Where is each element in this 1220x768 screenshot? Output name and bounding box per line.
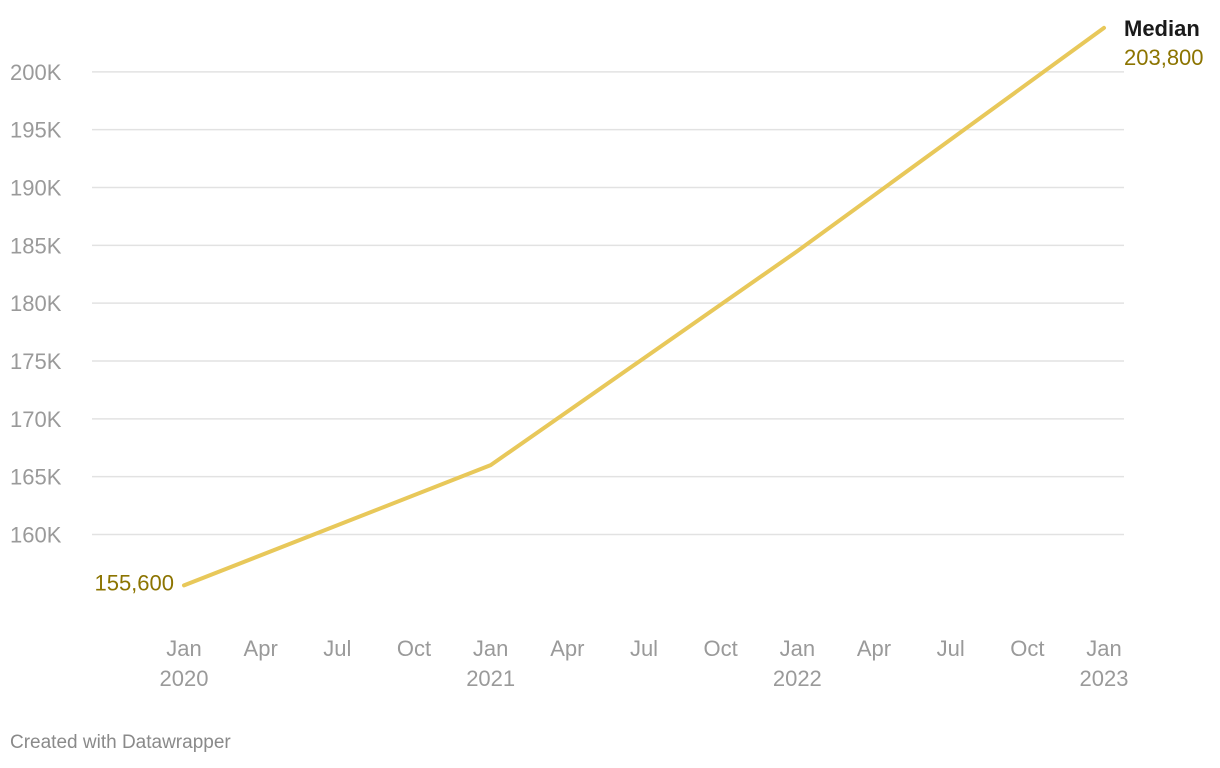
series-name-label: Median	[1124, 16, 1200, 41]
x-tick-label: Jul	[937, 636, 965, 661]
x-tick-label: Jan	[1086, 636, 1121, 661]
x-tick-year-label: 2022	[773, 666, 822, 691]
footer-credit: Created with Datawrapper	[10, 732, 231, 753]
y-tick-label: 190K	[10, 176, 62, 201]
y-tick-label: 180K	[10, 291, 62, 316]
start-value-label: 155,600	[94, 570, 174, 595]
x-tick-label: Jan	[166, 636, 201, 661]
x-tick-label: Apr	[550, 636, 584, 661]
y-tick-label: 165K	[10, 465, 62, 490]
x-tick-label: Oct	[1010, 636, 1044, 661]
x-tick-label: Apr	[244, 636, 278, 661]
x-tick-label: Jul	[630, 636, 658, 661]
x-axis: Jan 2020 Apr Jul Oct Jan 2021 Apr Jul Oct Jan 2022 A…	[160, 636, 1129, 691]
x-tick-year-label: 2020	[160, 666, 209, 691]
x-tick-label: Apr	[857, 636, 891, 661]
x-tick-label: Oct	[397, 636, 431, 661]
x-tick-label: Jan	[473, 636, 508, 661]
end-value-label: 203,800	[1124, 45, 1204, 70]
y-tick-label: 195K	[10, 118, 62, 143]
y-gridlines	[92, 71, 1124, 536]
x-tick-year-label: 2023	[1080, 666, 1129, 691]
x-tick-label: Jul	[323, 636, 351, 661]
x-tick-label: Jan	[780, 636, 815, 661]
x-tick-label: Oct	[704, 636, 738, 661]
y-tick-label: 160K	[10, 523, 62, 548]
x-tick-year-label: 2021	[466, 666, 515, 691]
y-tick-label: 200K	[10, 60, 62, 85]
series-layer	[182, 25, 1106, 588]
y-axis: 160K 165K 170K 175K 180K 185K 190K 195K 200K	[10, 60, 62, 548]
y-tick-label: 170K	[10, 407, 62, 432]
series-line-median	[182, 25, 1106, 588]
y-tick-label: 185K	[10, 233, 62, 258]
series-labels: 155,600 Median 203,800	[94, 16, 1203, 596]
y-tick-label: 175K	[10, 349, 62, 374]
